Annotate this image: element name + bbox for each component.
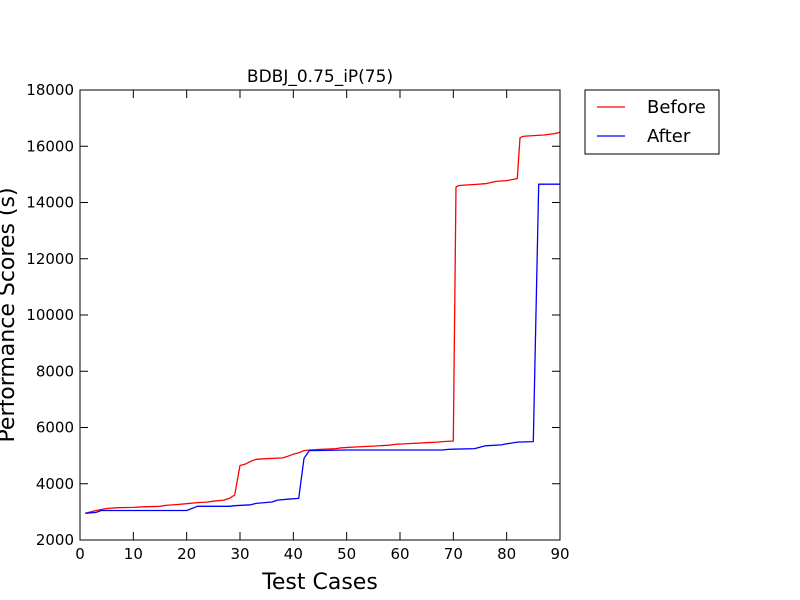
- y-tick-label: 16000: [26, 137, 74, 155]
- series-line-before: [85, 131, 561, 514]
- y-tick-label: 10000: [26, 306, 74, 324]
- x-tick-label: 40: [284, 545, 303, 563]
- x-tick-label: 50: [337, 545, 356, 563]
- x-axis-title: Test Cases: [261, 570, 378, 595]
- x-tick-label: 60: [390, 545, 409, 563]
- axes: 0 10 20 30 40 50 60 70 80 90 2000 4000 6000 8000 10000…: [26, 81, 569, 563]
- y-axis-title: Performance Scores (s): [0, 187, 20, 442]
- legend-label-after: After: [647, 126, 691, 147]
- y-tick-label: 12000: [26, 250, 74, 268]
- series-line-after: [85, 183, 560, 514]
- x-tick-label: 30: [230, 545, 249, 563]
- x-tick-label: 90: [550, 545, 569, 563]
- plot-area: [85, 131, 561, 514]
- x-tick-label: 20: [177, 545, 196, 563]
- x-tick-label: 10: [124, 545, 143, 563]
- y-tick-label: 8000: [36, 362, 74, 380]
- y-tick-label: 14000: [26, 194, 74, 212]
- y-tick-label: 6000: [36, 419, 74, 437]
- plot-frame: [79, 89, 561, 541]
- legend-box: [584, 89, 720, 155]
- y-tick-label: 4000: [36, 475, 74, 493]
- y-tick-label: 2000: [36, 531, 74, 549]
- x-tick-label: 0: [75, 545, 85, 563]
- y-tick-label: 18000: [26, 81, 74, 99]
- legend-label-before: Before: [647, 97, 706, 118]
- x-tick-label: 70: [444, 545, 463, 563]
- legend: Before After: [584, 89, 720, 155]
- chart-title: BDBJ_0.75_iP(75): [247, 67, 393, 87]
- x-tick-label: 80: [497, 545, 516, 563]
